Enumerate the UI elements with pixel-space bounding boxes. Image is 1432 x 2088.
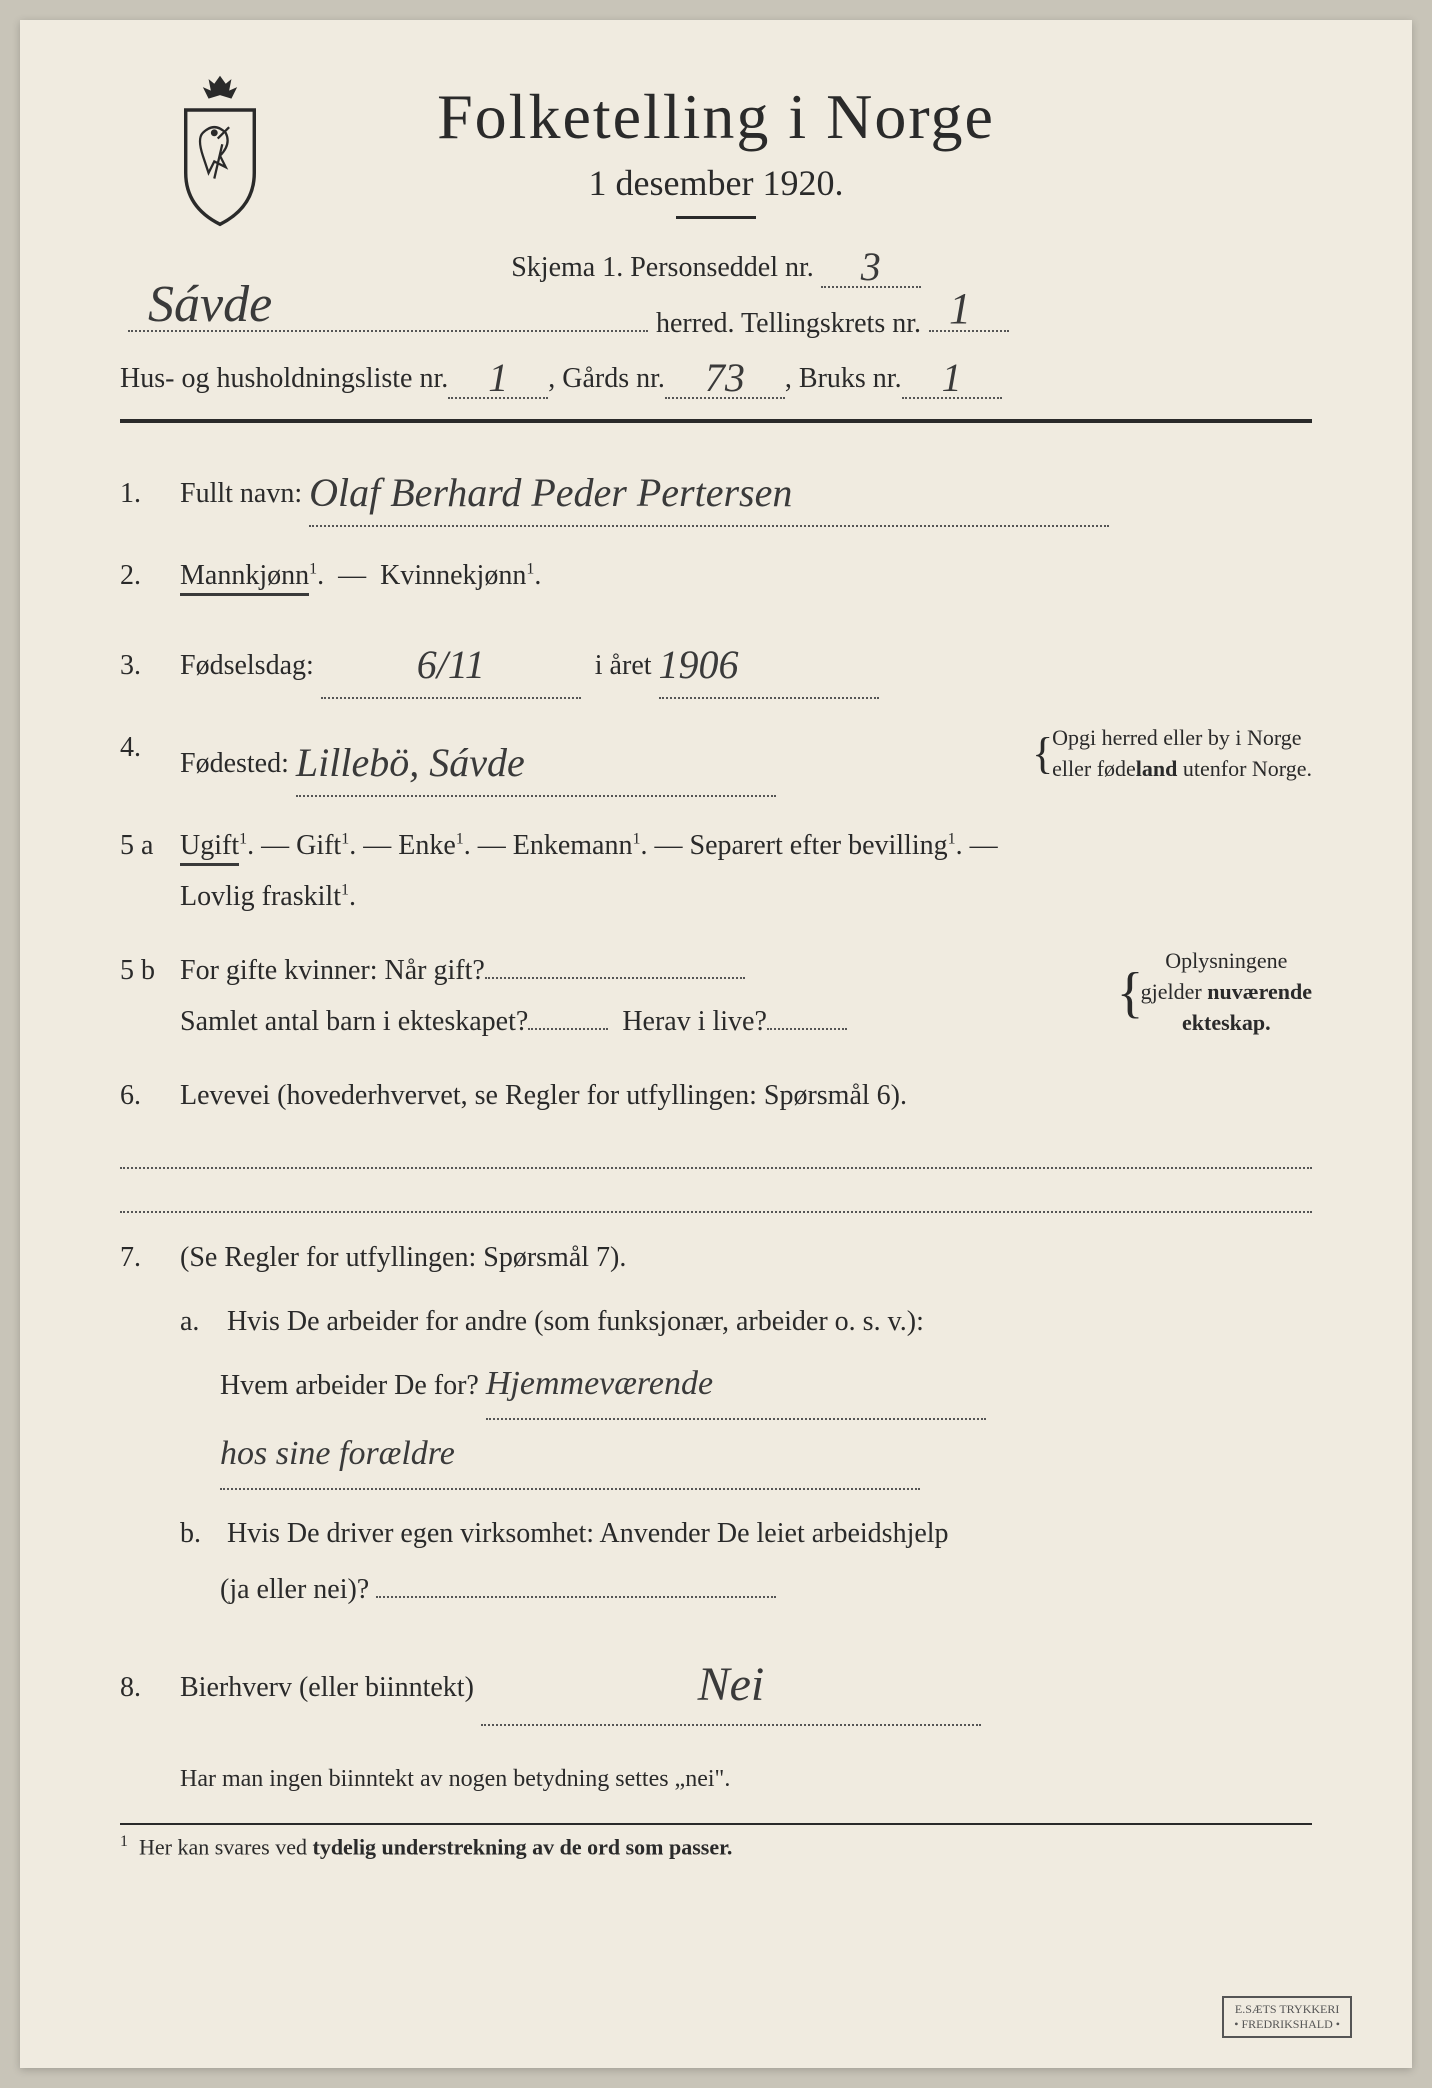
q2-kvinne: Kvinnekjønn xyxy=(380,560,526,591)
q5a-gift: Gift xyxy=(296,830,341,861)
hushold-label: Hus- og husholdningsliste nr. xyxy=(120,363,448,395)
q1-num: 1. xyxy=(120,469,180,519)
q4-num: 4. xyxy=(120,723,180,773)
q5b-note1: Oplysningene xyxy=(1165,948,1287,973)
question-7b: b. Hvis De driver egen virksomhet: Anven… xyxy=(180,1506,1312,1618)
q5b-note3: ekteskap. xyxy=(1182,1010,1271,1035)
q8-value: Nei xyxy=(698,1658,765,1711)
form-date: 1 desember 1920. xyxy=(120,162,1312,204)
q5a-ugift: Ugift xyxy=(180,830,239,866)
q4-value: Lillebö, Sávde xyxy=(296,740,525,785)
question-7: 7. (Se Regler for utfyllingen: Spørsmål … xyxy=(120,1233,1312,1283)
q7b-label: Hvis De driver egen virksomhet: Anvender… xyxy=(227,1518,949,1549)
q5a-enke: Enke xyxy=(398,830,456,861)
question-1: 1. Fullt navn: Olaf Berhard Peder Perter… xyxy=(120,453,1312,527)
q7-num: 7. xyxy=(120,1233,180,1283)
hushold-nr: 1 xyxy=(488,355,508,400)
q5b-num: 5 b xyxy=(120,946,180,996)
q3-label: Fødselsdag: xyxy=(180,650,314,681)
blank-line xyxy=(120,1145,1312,1169)
q5b-label3: Herav i live? xyxy=(622,1006,767,1037)
stamp-line1: E.SÆTS TRYKKERI xyxy=(1235,2002,1339,2016)
gards-label: , Gårds nr. xyxy=(548,363,665,395)
herred-line: Sávde herred. Tellingskrets nr. 1 xyxy=(120,308,1312,340)
blank-line xyxy=(120,1189,1312,1213)
q5a-num: 5 a xyxy=(120,821,180,871)
q2-mann: Mannkjønn xyxy=(180,560,309,596)
form-label: Skjema 1. Personseddel nr. xyxy=(511,252,814,283)
q4-note2: eller fødeland utenfor Norge. xyxy=(1052,756,1312,781)
q7a-question: Hvem arbeider De for? xyxy=(220,1370,479,1401)
q7b-letter: b. xyxy=(180,1506,220,1562)
q6-label: Levevei (hovederhvervet, se Regler for u… xyxy=(180,1071,1312,1121)
printer-stamp: E.SÆTS TRYKKERI • FREDRIKSHALD • xyxy=(1222,1996,1352,2038)
household-line: Hus- og husholdningsliste nr. 1 , Gårds … xyxy=(120,350,1312,399)
census-form-document: Folketelling i Norge 1 desember 1920. Sk… xyxy=(20,20,1412,2068)
footnote-rule xyxy=(120,1823,1312,1825)
question-8: 8. Bierhverv (eller biinntekt) Nei xyxy=(120,1638,1312,1726)
tellingskrets-nr: 1 xyxy=(949,283,971,334)
question-5a: 5 a Ugift1. — Gift1. — Enke1. — Enkemann… xyxy=(120,821,1312,922)
q6-num: 6. xyxy=(120,1071,180,1121)
footnote: 1 Her kan svares ved tydelig understrekn… xyxy=(120,1833,1312,1860)
q5b-note2: gjelder nuværende xyxy=(1141,979,1312,1004)
q7-label: (Se Regler for utfyllingen: Spørsmål 7). xyxy=(180,1233,1312,1283)
section-rule xyxy=(120,419,1312,423)
norway-crest-icon xyxy=(160,70,280,230)
q7a-letter: a. xyxy=(180,1294,220,1350)
herred-label: herred. Tellingskrets nr. xyxy=(656,308,921,340)
bruks-label: , Bruks nr. xyxy=(785,363,902,395)
q5a-separert: Separert efter bevilling xyxy=(690,830,948,861)
question-5b: 5 b For gifte kvinner: Når gift? Samlet … xyxy=(120,946,1312,1047)
footnote-num: 1 xyxy=(120,1833,128,1850)
stamp-line2: • FREDRIKSHALD • xyxy=(1234,2017,1340,2031)
question-4: 4. Fødested: Lillebö, Sávde { Opgi herre… xyxy=(120,723,1312,797)
bruks-nr: 1 xyxy=(942,355,962,400)
q7b-sub: (ja eller nei)? xyxy=(220,1574,369,1605)
q1-value: Olaf Berhard Peder Pertersen xyxy=(309,470,792,515)
herred-value: Sávde xyxy=(148,275,272,334)
q7a-label: Hvis De arbeider for andre (som funksjon… xyxy=(227,1306,924,1337)
q4-label: Fødested: xyxy=(180,748,289,779)
gards-nr: 73 xyxy=(705,355,745,400)
footnote-text: Her kan svares ved tydelig understreknin… xyxy=(139,1834,732,1859)
q5a-lovlig: Lovlig fraskilt xyxy=(180,881,341,912)
personseddel-nr: 3 xyxy=(861,244,881,289)
question-7a: a. Hvis De arbeider for andre (som funks… xyxy=(180,1294,1312,1490)
q7a-value2: hos sine forældre xyxy=(220,1435,455,1472)
q5b-label1: For gifte kvinner: Når gift? xyxy=(180,955,485,986)
q3-day: 6/11 xyxy=(417,642,485,687)
q3-num: 3. xyxy=(120,641,180,691)
question-6: 6. Levevei (hovederhvervet, se Regler fo… xyxy=(120,1071,1312,1121)
q3-year: 1906 xyxy=(659,642,739,687)
q4-note1: Opgi herred eller by i Norge xyxy=(1052,725,1301,750)
form-id-line: Skjema 1. Personseddel nr. 3 xyxy=(120,239,1312,288)
q3-year-label: i året xyxy=(595,650,652,681)
q5a-enkemann: Enkemann xyxy=(513,830,633,861)
footer-note: Har man ingen biinntekt av nogen betydni… xyxy=(180,1766,1312,1793)
question-3: 3. Fødselsdag: 6/11 i året 1906 xyxy=(120,625,1312,699)
q7a-value: Hjemmeværende xyxy=(486,1365,713,1402)
form-header: Folketelling i Norge 1 desember 1920. Sk… xyxy=(120,80,1312,288)
question-2: 2. Mannkjønn1. — Kvinnekjønn1. xyxy=(120,551,1312,601)
divider xyxy=(676,216,756,219)
q1-label: Fullt navn: xyxy=(180,478,302,509)
form-title: Folketelling i Norge xyxy=(120,80,1312,154)
q8-label: Bierhverv (eller biinntekt) xyxy=(180,1672,474,1703)
q8-num: 8. xyxy=(120,1663,180,1713)
q5b-label2: Samlet antal barn i ekteskapet? xyxy=(180,1006,528,1037)
q2-num: 2. xyxy=(120,551,180,601)
